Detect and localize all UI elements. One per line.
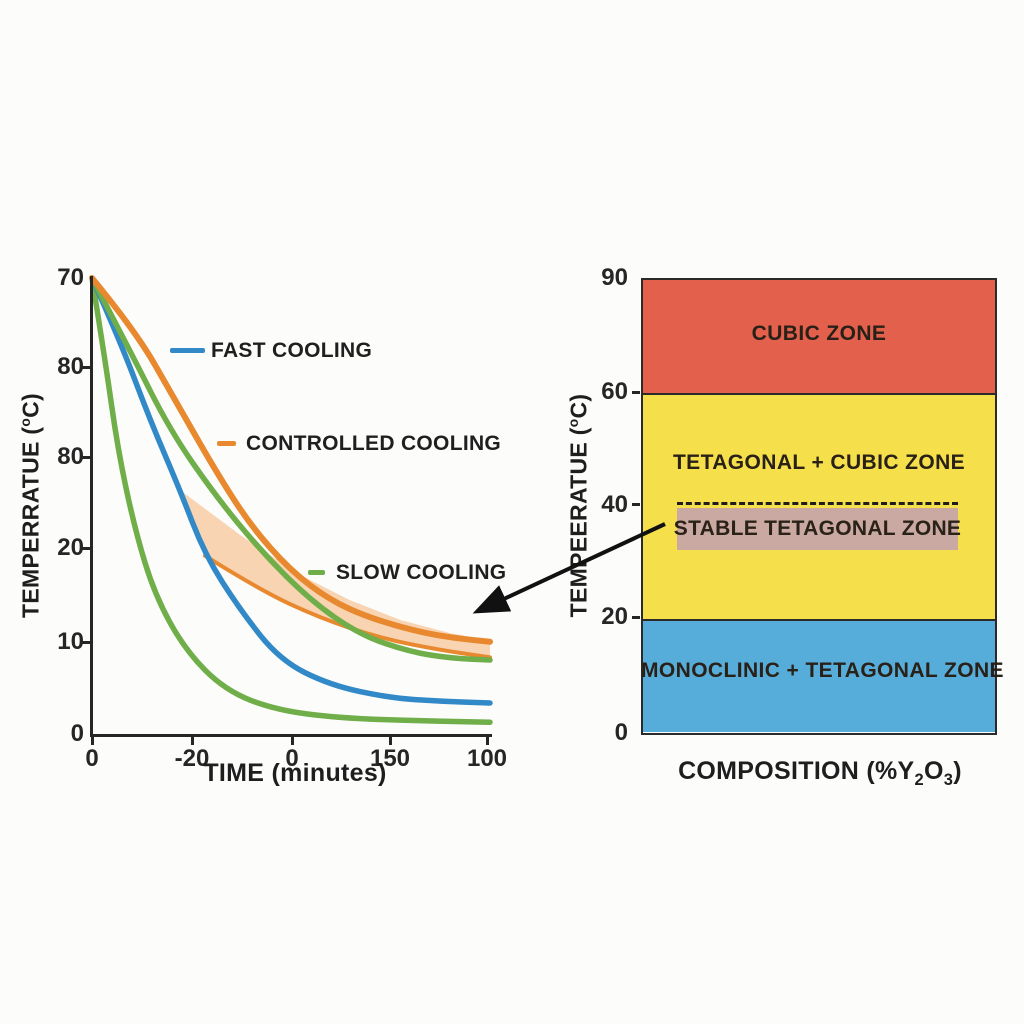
left-xtick-150: 150 <box>369 745 411 772</box>
right-ytick-mark <box>632 391 640 394</box>
left-x-axis-title: TIME (minutes) <box>203 759 387 787</box>
right-y-axis-title: TEMPEERATUE (oC) <box>565 393 592 618</box>
left-xtick-100: 100 <box>466 745 508 772</box>
right-ytick-mark <box>632 616 640 619</box>
slow-cooling-steep-curve <box>92 278 490 722</box>
zone-box <box>641 278 997 735</box>
right-ytick-40: 40 <box>601 491 628 518</box>
right-ytick-mark <box>632 503 640 506</box>
fast-cooling-legend-label: FAST COOLING <box>211 339 373 362</box>
left-xtick-neg20: -20 <box>174 745 210 772</box>
cubic-zone-label: CUBIC ZONE <box>751 322 887 345</box>
left-y-axis <box>90 276 93 737</box>
left-ytick-0: 0 <box>70 720 84 747</box>
left-ytick-20: 20 <box>57 534 84 561</box>
left-ytick-10: 10 <box>57 628 84 655</box>
left-y-axis-title: TEMPERRATUE (oC) <box>17 393 44 618</box>
degree-o-sup: o <box>565 418 581 428</box>
left-ytick-mark <box>82 366 91 369</box>
slow-cooling-curve <box>92 278 490 660</box>
slow-cooling-legend-label: SLOW COOLING <box>336 561 507 584</box>
left-ytick-80b: 80 <box>57 443 84 470</box>
left-x-axis <box>90 734 492 737</box>
left-xtick-0a: 0 <box>85 745 99 772</box>
right-ytick-0: 0 <box>614 719 628 746</box>
left-ytick-mark <box>82 456 91 459</box>
stable-zone-dashed-line <box>677 502 958 505</box>
left-xtick-mark <box>389 736 392 745</box>
fast-cooling-legend-dash <box>170 348 205 353</box>
cubic-zone-band <box>643 280 995 393</box>
slow-cooling-legend-dash <box>308 570 325 575</box>
left-ytick-80a: 80 <box>57 353 84 380</box>
left-ytick-mark <box>82 641 91 644</box>
right-x-axis-title: COMPOSITION (%Y2O3) <box>678 757 962 789</box>
fast-cooling-curve <box>92 278 490 703</box>
tetragonal-cubic-zone-label: TETAGONAL + CUBIC ZONE <box>672 451 966 474</box>
left-xtick-mark <box>486 736 489 745</box>
left-xtick-mark <box>191 736 194 745</box>
degree-o-sup: o <box>17 417 33 427</box>
left-xtick-0b: 0 <box>285 745 299 772</box>
cooling-curves-plot <box>92 278 490 735</box>
left-ytick-mark <box>82 547 91 550</box>
right-ytick-90: 90 <box>601 264 628 291</box>
subscript-3: 3 <box>943 771 954 789</box>
monoclinic-tetragonal-zone-band <box>643 619 995 732</box>
right-ytick-60: 60 <box>601 378 628 405</box>
controlled-cooling-curve <box>92 278 490 642</box>
monoclinic-tetragonal-zone-label: MONOCLINIC + TETAGONAL ZONE <box>641 659 1004 682</box>
left-xtick-mark <box>91 736 94 745</box>
tetragonal-cubic-zone-band <box>643 393 995 619</box>
left-xtick-mark <box>291 736 294 745</box>
controlled-cooling-legend-dash <box>217 441 236 446</box>
left-ytick-70: 70 <box>57 264 84 291</box>
subscript-2: 2 <box>914 771 925 789</box>
stable-tetragonal-zone-highlight: STABLE TETAGONAL ZONE <box>674 508 961 550</box>
controlled-cooling-legend-label: CONTROLLED COOLING <box>246 432 502 455</box>
